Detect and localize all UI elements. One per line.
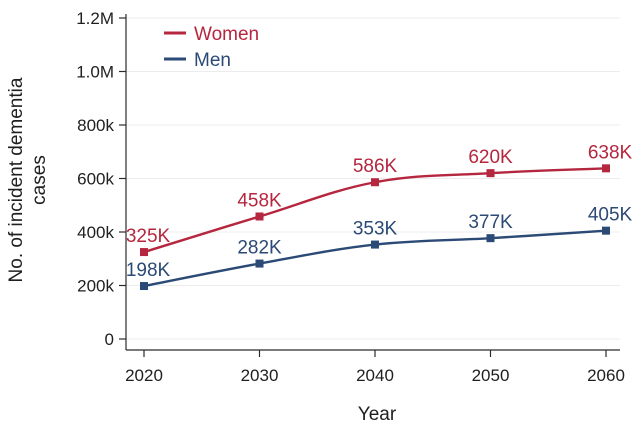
y-tick-label: 1.0M	[76, 63, 114, 82]
y-tick-label: 1.2M	[76, 9, 114, 28]
data-label-women: 620K	[468, 147, 513, 168]
y-tick-label: 200k	[77, 277, 114, 296]
data-label-men: 353K	[353, 219, 398, 240]
data-labels: 325K 458K 586K 620K 638K 198K 282K 353K 377K 405K	[126, 142, 633, 281]
legend-label-men: Men	[194, 50, 231, 71]
data-label-men: 282K	[237, 238, 282, 259]
x-tick-label: 2030	[241, 366, 279, 385]
y-tick-label: 400k	[77, 223, 114, 242]
data-label-women: 325K	[126, 226, 171, 247]
axes: 0 200k 400k 600k 800k 1.0M 1.2M 2020 2030 2040 205…	[76, 9, 625, 385]
data-point-women	[371, 178, 379, 187]
data-point-women	[255, 212, 264, 221]
y-tick-label: 0	[105, 330, 114, 349]
data-label-men: 377K	[468, 212, 513, 233]
data-point-women	[140, 248, 148, 257]
data-label-women: 586K	[353, 156, 398, 177]
x-axis-title: Year	[358, 404, 397, 425]
legend: Women Men	[164, 24, 259, 71]
data-label-women: 638K	[588, 142, 633, 163]
data-point-women	[602, 164, 610, 173]
series	[140, 164, 610, 291]
x-tick-label: 2040	[356, 366, 394, 385]
x-tick-label: 2060	[587, 366, 625, 385]
y-axis-title-line: No. of incident dementia	[6, 77, 27, 282]
x-tick-label: 2050	[472, 366, 510, 385]
data-point-women	[486, 169, 495, 178]
data-label-men: 198K	[126, 260, 171, 281]
legend-label-women: Women	[194, 24, 259, 45]
y-axis-title: No. of incident dementia cases	[6, 77, 50, 282]
y-tick-label: 800k	[77, 116, 114, 135]
y-tick-label: 600k	[77, 170, 114, 189]
data-point-men	[602, 226, 610, 235]
data-label-men: 405K	[588, 205, 633, 226]
data-point-men	[371, 240, 379, 249]
data-point-men	[140, 282, 148, 291]
y-axis-title-line: cases	[29, 155, 50, 205]
data-point-men	[255, 259, 264, 268]
data-label-women: 458K	[237, 190, 282, 211]
data-point-men	[486, 234, 495, 243]
x-tick-label: 2020	[125, 366, 163, 385]
